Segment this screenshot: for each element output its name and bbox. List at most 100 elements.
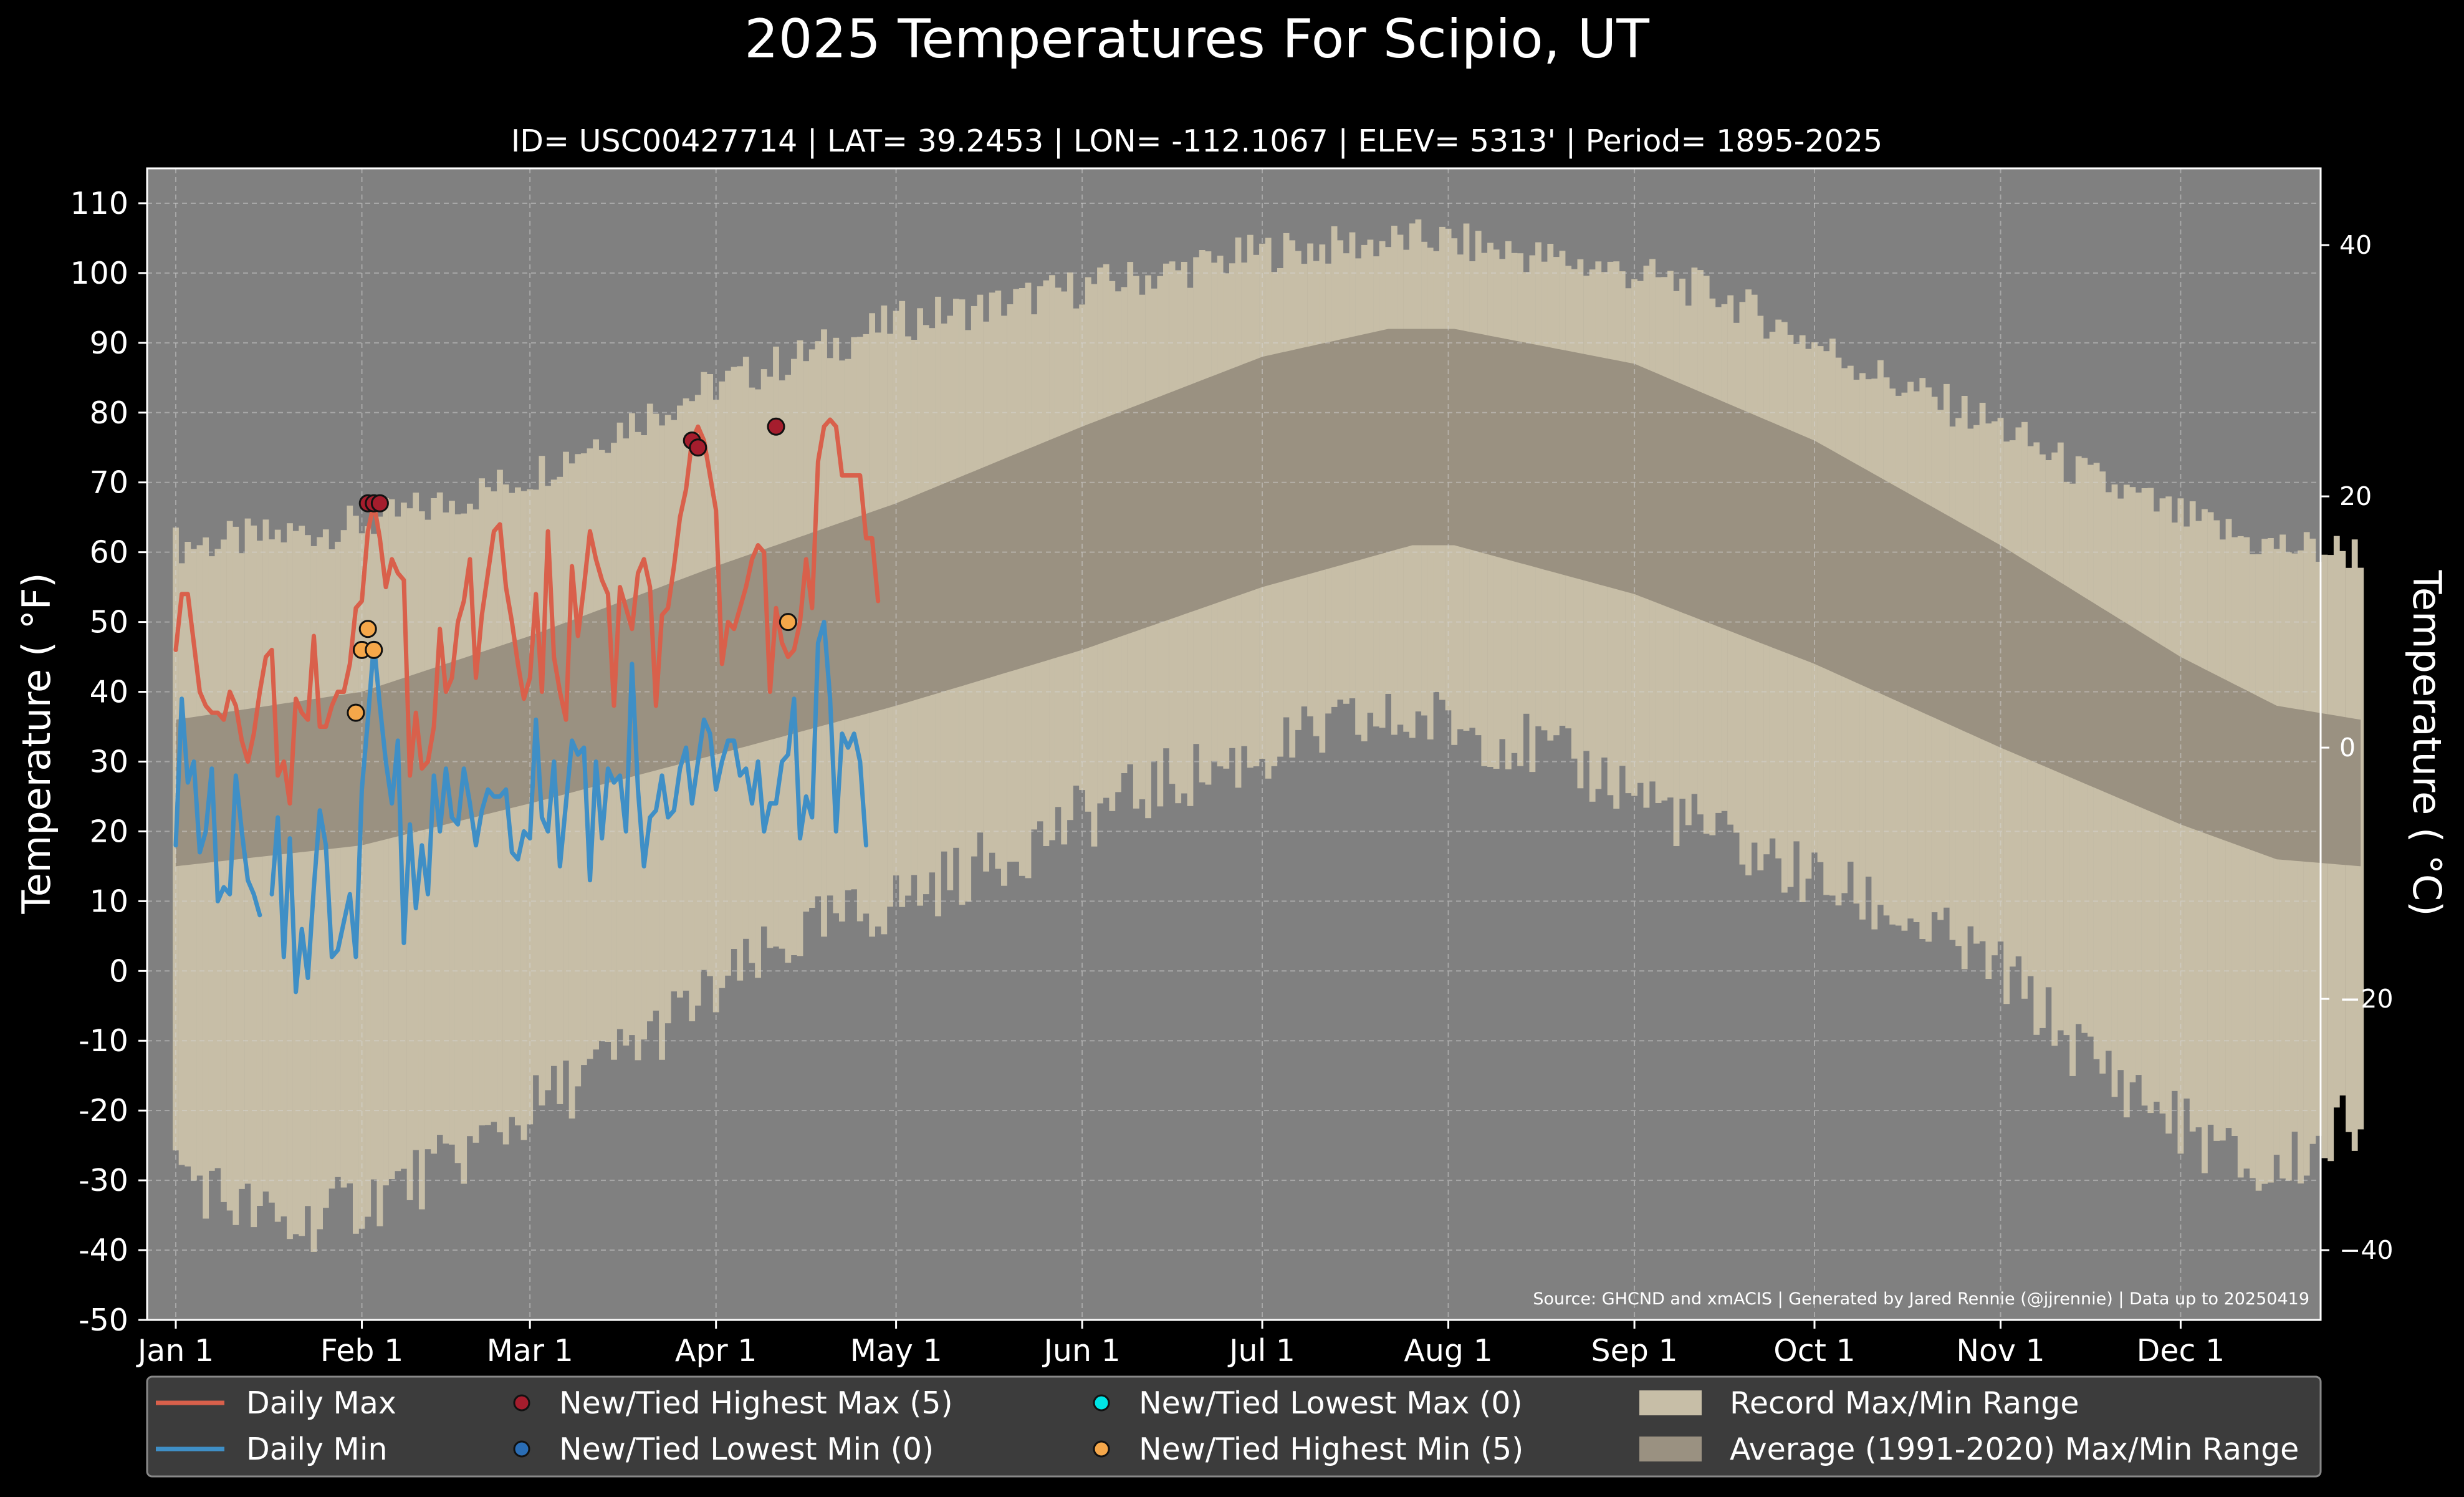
source-note: Source: GHCND and xmACIS | Generated by … (1533, 1289, 2309, 1309)
record-range-bar (502, 484, 509, 1145)
record-range-bar (395, 516, 401, 1172)
y-right-tick-label: 20 (2339, 481, 2372, 511)
record-range-bar (203, 537, 209, 1219)
daily-min-line (173, 696, 262, 918)
legend-patch-swatch (1639, 1437, 1702, 1461)
record-range-bar (2202, 509, 2208, 1173)
record-range-bar (454, 514, 461, 1163)
record-range-bar (2237, 536, 2244, 1178)
y-tick-label: -40 (79, 1233, 128, 1268)
plot-frame (146, 167, 2322, 1321)
x-tick-label: Jul 1 (1227, 1333, 1295, 1369)
y-right-tick-label: −40 (2339, 1235, 2394, 1265)
record-range-bar (2298, 550, 2304, 1184)
record-range-bar (383, 498, 389, 1186)
record-range-bar (340, 530, 347, 1188)
y-tick-label: 80 (90, 395, 128, 431)
record-range-bar (365, 526, 372, 1217)
y-tick-label: 60 (90, 535, 128, 570)
y-tick-label: -30 (79, 1163, 128, 1198)
y-right-tick-label: 40 (2339, 230, 2372, 260)
highest-min-marker (365, 640, 383, 659)
record-range-bar (2250, 554, 2256, 1178)
record-range-bar (292, 531, 299, 1235)
x-tick-label: Mar 1 (487, 1333, 573, 1369)
chart-title: 2025 Temperatures For Scipio, UT (744, 8, 1649, 70)
y-tick-label: 10 (90, 883, 128, 919)
x-tick-label: Jun 1 (1042, 1333, 1120, 1369)
legend-marker-swatch (1093, 1394, 1110, 1412)
record-range-bar (221, 539, 227, 1202)
legend-marker-swatch (1093, 1440, 1110, 1458)
chart-subtitle: ID= USC00427714 | LAT= 39.2453 | LON= -1… (511, 123, 1882, 159)
y-tick-label: 110 (70, 186, 128, 221)
record-range-bar (335, 541, 341, 1177)
daily-min-line (269, 620, 868, 994)
record-range-bar (208, 556, 215, 1171)
legend-label: New/Tied Highest Max (5) (559, 1385, 953, 1421)
y-tick-label: -50 (79, 1302, 128, 1338)
record-range-bar (370, 534, 377, 1180)
y-tick-label: 100 (70, 256, 128, 291)
record-range-bar (376, 516, 383, 1226)
x-tick-label: Oct 1 (1773, 1333, 1855, 1369)
legend-label: New/Tied Lowest Max (0) (1139, 1385, 1523, 1421)
record-range-bar (239, 553, 245, 1189)
record-range-bar (443, 512, 449, 1144)
y-tick-label: 40 (90, 675, 128, 710)
legend-label: New/Tied Highest Min (5) (1139, 1432, 1523, 1467)
record-range-bar (461, 513, 467, 1184)
legend-marker-swatch (513, 1394, 530, 1412)
x-tick-label: May 1 (850, 1333, 942, 1369)
legend: Daily Max New/Tied Highest Max (5) New/Tie… (146, 1375, 2322, 1478)
y-right-tick-label: 0 (2339, 733, 2356, 763)
record-range-bar (280, 542, 287, 1216)
y-tick-label: 50 (90, 605, 128, 640)
record-range-bar (2219, 539, 2226, 1141)
y-tick-label: -20 (79, 1093, 128, 1129)
record-range-bar (328, 549, 335, 1189)
record-range-bar (358, 533, 365, 1229)
grid-lines (147, 168, 2321, 1320)
highest-max-marker (689, 438, 707, 457)
y-axis-label-left: Temperature ( °F) (14, 572, 59, 914)
highest-min-marker (779, 613, 797, 632)
x-tick-label: Feb 1 (320, 1333, 404, 1369)
record-range-bar (2268, 538, 2274, 1183)
y-axis-right: 40 20 0 −20 −40 (2321, 230, 2394, 1265)
record-markers (347, 417, 797, 722)
record-range-bar (256, 541, 263, 1206)
record-range-bar (2243, 537, 2250, 1169)
record-range-bar (520, 491, 527, 1140)
legend-label: Daily Max (246, 1385, 396, 1421)
legend-label: Average (1991-2020) Max/Min Range (1730, 1432, 2299, 1467)
average-range-band (176, 329, 2361, 867)
record-range-bar (2177, 498, 2184, 1154)
y-tick-label: -10 (79, 1023, 128, 1059)
x-tick-label: Aug 1 (1404, 1333, 1492, 1369)
daily-max-line (173, 417, 881, 806)
legend-label: Daily Min (246, 1432, 388, 1467)
y-tick-label: 0 (109, 953, 128, 989)
y-tick-label: 70 (90, 465, 128, 501)
y-tick-label: 30 (90, 744, 128, 779)
record-range-bar (2255, 554, 2262, 1191)
record-range-bar (2069, 483, 2076, 1076)
record-range-bar (467, 503, 473, 1137)
plot-area: Source: GHCND and xmACIS | Generated by … (146, 167, 2364, 1321)
record-range-bar (2285, 552, 2292, 1181)
legend-label: Record Max/Min Range (1730, 1385, 2079, 1421)
y-axis-label-right: Temperature ( °C) (2404, 570, 2450, 917)
x-tick-label: Sep 1 (1591, 1333, 1678, 1369)
legend-label: New/Tied Lowest Min (0) (559, 1432, 934, 1467)
x-tick-label: Nov 1 (1956, 1333, 2045, 1369)
highest-max-marker (767, 417, 785, 436)
record-range-bar (232, 526, 239, 1225)
record-range-bar (251, 525, 257, 1228)
legend-patch-swatch (1639, 1390, 1702, 1415)
record-range-bar (401, 503, 407, 1169)
x-tick-label: Apr 1 (675, 1333, 757, 1369)
record-range-bar (305, 535, 311, 1206)
y-tick-label: 20 (90, 814, 128, 849)
